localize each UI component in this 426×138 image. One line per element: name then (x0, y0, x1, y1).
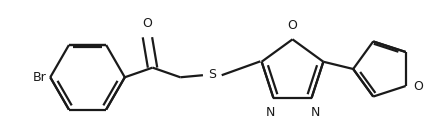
Text: O: O (412, 79, 422, 93)
Text: O: O (142, 17, 152, 30)
Text: N: N (265, 106, 274, 119)
Text: N: N (310, 106, 319, 119)
Text: Br: Br (33, 71, 47, 84)
Text: O: O (287, 19, 297, 32)
Text: S: S (208, 68, 216, 81)
